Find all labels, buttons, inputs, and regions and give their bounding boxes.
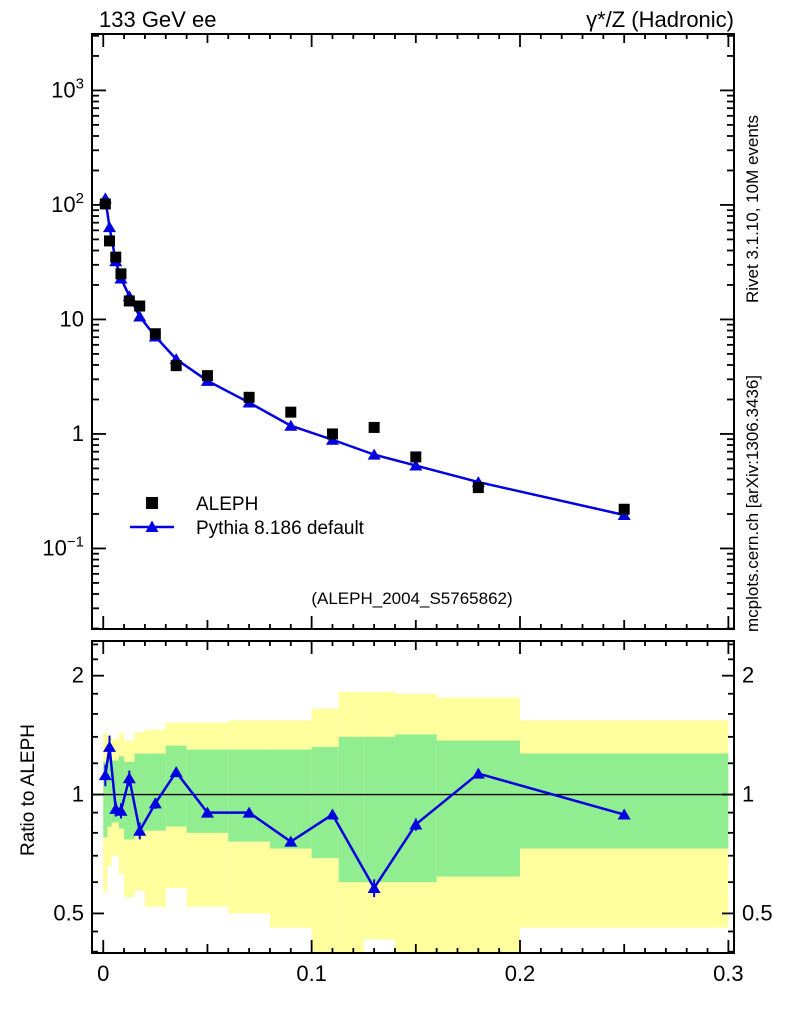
ratio-triangle-marker — [367, 881, 381, 893]
legend-aleph-label: ALEPH — [196, 494, 258, 515]
mcplots-arxiv-label: mcplots.cern.ch [arXiv:1306.3436] — [743, 375, 762, 632]
ratio-triangle-marker — [284, 835, 298, 847]
aleph-square-marker — [618, 503, 630, 515]
aleph-square-marker — [134, 300, 146, 312]
aleph-square-marker — [285, 406, 297, 418]
ratio-triangle-marker — [148, 797, 162, 809]
ratio-tick-label-left: 1 — [72, 782, 84, 807]
ratio-triangle-marker — [169, 766, 183, 778]
legend-pythia-triangle-marker — [145, 520, 159, 532]
main-frame — [91, 33, 735, 630]
ratio-tick-label-right: 2 — [742, 663, 754, 688]
ratio-triangle-marker — [103, 740, 117, 752]
aleph-square-marker — [472, 482, 484, 494]
ratio-tick-label-left: 2 — [72, 663, 84, 688]
aleph-square-marker — [149, 328, 161, 340]
pythia-triangle-marker — [409, 459, 423, 471]
pythia-triangle-marker — [103, 221, 117, 233]
aleph-square-marker — [115, 268, 127, 280]
plot-title-right: γ*/Z (Hadronic) — [586, 7, 734, 32]
ratio-tick-label-right: 1 — [742, 782, 754, 807]
aleph-square-marker — [243, 391, 255, 403]
band-green — [228, 749, 270, 842]
uncertainty-bands — [103, 691, 729, 953]
aleph-square-marker — [410, 451, 422, 463]
band-green — [394, 734, 437, 883]
legend-pythia-label: Pythia 8.186 default — [196, 518, 365, 539]
y-tick-label: 102 — [51, 190, 84, 217]
x-tick-labels: 0 0.1 0.2 0.3 — [97, 961, 744, 986]
x-tick-label: 0.1 — [296, 961, 327, 986]
analysis-watermark: (ALEPH_2004_S5765862) — [311, 589, 512, 608]
ratio-axis-title: Ratio to ALEPH — [18, 724, 39, 856]
y-tick-label: 10 — [60, 306, 84, 331]
aleph-square-marker — [123, 295, 135, 307]
pythia-line — [104, 198, 625, 517]
band-green — [124, 761, 135, 840]
aleph-series — [99, 198, 630, 515]
y-tick-label: 103 — [51, 75, 84, 102]
ratio-tick-label-left: 0.5 — [53, 900, 84, 925]
aleph-square-marker — [368, 421, 380, 433]
ratio-triangle-marker — [325, 808, 339, 820]
pythia-triangle-marker — [367, 448, 381, 460]
aleph-square-marker — [201, 370, 213, 382]
legend-aleph-square-marker — [146, 497, 158, 509]
aleph-square-marker — [110, 251, 122, 263]
ratio-triangle-marker — [471, 767, 485, 779]
y-tick-label: 10−1 — [42, 533, 84, 560]
band-green — [436, 740, 520, 877]
band-green — [311, 746, 339, 859]
band-green — [269, 749, 312, 849]
ratio-triangle-marker — [409, 818, 423, 830]
aleph-square-marker — [99, 198, 111, 210]
pythia-triangle-marker — [284, 419, 298, 431]
band-green — [338, 736, 364, 883]
x-tick-label: 0.3 — [713, 961, 744, 986]
band-green — [186, 749, 229, 833]
ratio-triangle-marker — [114, 804, 128, 816]
band-green — [118, 756, 125, 829]
ratio-tick-label-right: 0.5 — [742, 900, 773, 925]
band-green — [165, 745, 187, 827]
ratio-triangle-marker — [122, 772, 136, 784]
pythia-triangle-marker — [133, 310, 147, 322]
ratio-triangle-marker — [200, 806, 214, 818]
x-tick-label: 0 — [97, 961, 109, 986]
ratio-series — [98, 735, 631, 898]
legend: ALEPH Pythia 8.186 default — [130, 494, 365, 539]
band-green — [363, 736, 395, 883]
band-green — [103, 761, 108, 838]
aleph-square-marker — [104, 235, 116, 247]
y-tick-label: 1 — [72, 421, 84, 446]
ratio-triangle-marker — [617, 808, 631, 820]
aleph-square-marker — [170, 360, 182, 372]
plot-title-left: 133 GeV ee — [99, 7, 216, 32]
ratio-frame — [91, 640, 735, 954]
x-tick-label: 0.2 — [505, 961, 536, 986]
x-ticks — [102, 34, 730, 953]
band-green — [520, 753, 729, 849]
ratio-triangle-marker — [242, 806, 256, 818]
pythia-series — [98, 192, 631, 520]
aleph-square-marker — [326, 428, 338, 440]
ratio-triangle-marker — [98, 769, 112, 781]
ratio-y-ticks: 2 2 1 1 0.5 0.5 — [53, 643, 773, 953]
ratio-triangle-marker — [133, 824, 147, 836]
band-green — [107, 754, 112, 827]
rivet-version-label: Rivet 3.1.10, 10M events — [743, 115, 762, 303]
